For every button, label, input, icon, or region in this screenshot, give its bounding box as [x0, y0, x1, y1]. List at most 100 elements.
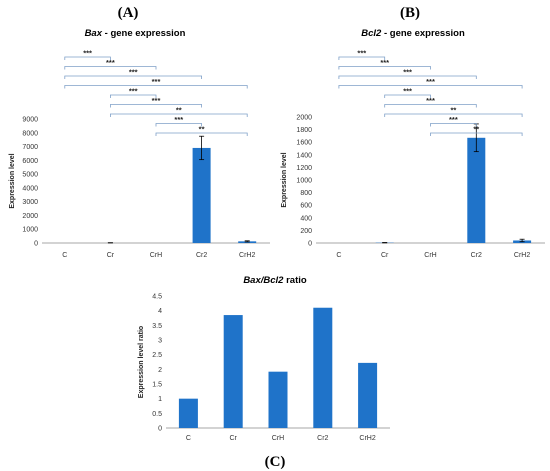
y-tick-label: 1000: [22, 227, 38, 234]
y-axis-label: Expression level ratio: [138, 326, 145, 398]
y-tick-label: 3.5: [152, 323, 162, 330]
y-tick-label: 4000: [22, 185, 38, 192]
significance-label: ***: [152, 77, 161, 86]
x-tick-label-cr2: Cr2: [471, 252, 482, 259]
y-tick-label: 5000: [22, 172, 38, 179]
significance-label: ***: [380, 58, 389, 67]
bar-crh: [268, 371, 288, 428]
bar-crh2: [358, 362, 378, 428]
x-tick-label-cr: Cr: [381, 252, 389, 259]
significance-label: ***: [129, 87, 138, 96]
significance-bracket: [110, 113, 248, 117]
y-tick-label: 1.5: [152, 382, 162, 389]
x-tick-label-crh: CrH: [150, 252, 162, 259]
x-tick-label-c: C: [62, 252, 67, 259]
significance-bracket: [338, 85, 523, 89]
x-tick-label-crh2: CrH2: [239, 252, 255, 259]
significance-bracket: [430, 132, 523, 136]
bar-cr: [223, 315, 243, 428]
y-tick-label: 0.5: [152, 411, 162, 418]
significance-label: ***: [449, 115, 458, 124]
x-tick-label-cr: Cr: [230, 435, 238, 442]
x-tick-label-cr2: Cr2: [317, 435, 328, 442]
y-tick-label: 1600: [296, 140, 312, 147]
significance-bracket: [430, 123, 477, 127]
bar-cr2: [313, 307, 333, 428]
significance-bracket: [64, 66, 157, 70]
y-tick-label: 7000: [22, 144, 38, 151]
significance-bracket: [155, 123, 202, 127]
y-tick-label: 8000: [22, 130, 38, 137]
x-tick-label-crh2: CrH2: [514, 252, 530, 259]
bar-cr2: [467, 137, 486, 243]
significance-label: ***: [403, 68, 412, 77]
y-tick-label: 3: [158, 338, 162, 345]
y-tick-label: 6000: [22, 158, 38, 165]
significance-bracket: [384, 94, 431, 98]
bar-cr2: [192, 147, 211, 243]
significance-bracket: [384, 113, 523, 117]
significance-label: **: [199, 125, 205, 134]
significance-label: ***: [403, 87, 412, 96]
chart-title-bcl2: Bcl2 - gene expression: [361, 28, 465, 39]
x-tick-label-c: C: [186, 435, 191, 442]
significance-label: **: [473, 125, 479, 134]
significance-bracket: [110, 104, 202, 108]
significance-bracket: [338, 75, 477, 79]
significance-label: ***: [152, 96, 161, 105]
y-tick-label: 1800: [296, 127, 312, 134]
x-tick-label-crh: CrH: [424, 252, 436, 259]
significance-bracket: [64, 75, 202, 79]
ratio-chart: 0 0.5 1 1.5 2 2.5 3 3.5 4 4.5 Expression level rat…: [138, 294, 390, 442]
chart-title-bax-gene: Bax: [85, 28, 103, 39]
x-tick-label-cr2: Cr2: [196, 252, 207, 259]
significance-bracket: [384, 104, 477, 108]
y-tick-label: 4: [158, 308, 162, 315]
chart-title-bax-rest: - gene expression: [102, 28, 186, 39]
significance-label: **: [176, 106, 182, 115]
y-tick-label: 1: [158, 396, 162, 403]
significance-label: ***: [426, 77, 435, 86]
y-tick-label: 600: [300, 203, 312, 210]
significance-bracket: [64, 56, 111, 60]
significance-label: ***: [129, 68, 138, 77]
chart-title-ratio-gene: Bax/Bcl2: [243, 275, 284, 286]
x-tick-label-crh: CrH: [272, 435, 284, 442]
chart-title-bcl2-gene: Bcl2: [361, 28, 382, 39]
y-tick-label: 0: [158, 426, 162, 433]
y-axis-label: Expression level: [9, 153, 16, 208]
x-tick-label-crh2: CrH2: [359, 435, 375, 442]
significance-label: **: [450, 106, 456, 115]
x-tick-label-c: C: [336, 252, 341, 259]
chart-title-ratio: Bax/Bcl2 ratio: [243, 275, 307, 286]
y-tick-label: 4.5: [152, 294, 162, 301]
y-axis-label: Expression level: [281, 152, 288, 207]
y-tick-label: 0: [308, 241, 312, 248]
y-tick-label: 200: [300, 228, 312, 235]
y-tick-label: 9000: [22, 117, 38, 124]
y-tick-label: 3000: [22, 199, 38, 206]
significance-bracket: [338, 66, 431, 70]
y-tick-label: 1200: [296, 165, 312, 172]
significance-label: ***: [174, 115, 183, 124]
panel-label-b: (B): [400, 5, 420, 21]
y-tick-label: 2: [158, 367, 162, 374]
panel-label-a: (A): [118, 5, 139, 21]
significance-label: ***: [83, 49, 92, 58]
y-tick-label: 400: [300, 215, 312, 222]
chart-title-bax: Bax - gene expression: [85, 28, 186, 39]
chart-title-ratio-rest: ratio: [283, 275, 306, 286]
y-tick-label: 2000: [296, 115, 312, 122]
y-tick-label: 2.5: [152, 352, 162, 359]
bax-chart: 0 1000 2000 3000 4000 5000 6000 7000 8000 9000 Exp…: [9, 49, 270, 259]
y-tick-label: 1400: [296, 152, 312, 159]
panel-label-c: (C): [265, 454, 286, 470]
significance-bracket: [155, 132, 248, 136]
y-tick-label: 0: [34, 241, 38, 248]
bar-c: [178, 398, 198, 428]
chart-title-bcl2-rest: - gene expression: [381, 28, 465, 39]
significance-bracket: [110, 94, 157, 98]
significance-bracket: [64, 85, 248, 89]
y-tick-label: 1000: [296, 178, 312, 185]
